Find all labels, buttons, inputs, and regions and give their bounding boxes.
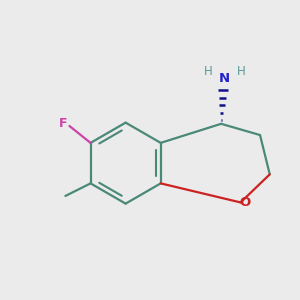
Text: H: H xyxy=(237,65,246,78)
Text: O: O xyxy=(239,196,251,209)
Text: H: H xyxy=(204,65,213,78)
Text: F: F xyxy=(59,117,68,130)
Text: N: N xyxy=(219,72,230,85)
